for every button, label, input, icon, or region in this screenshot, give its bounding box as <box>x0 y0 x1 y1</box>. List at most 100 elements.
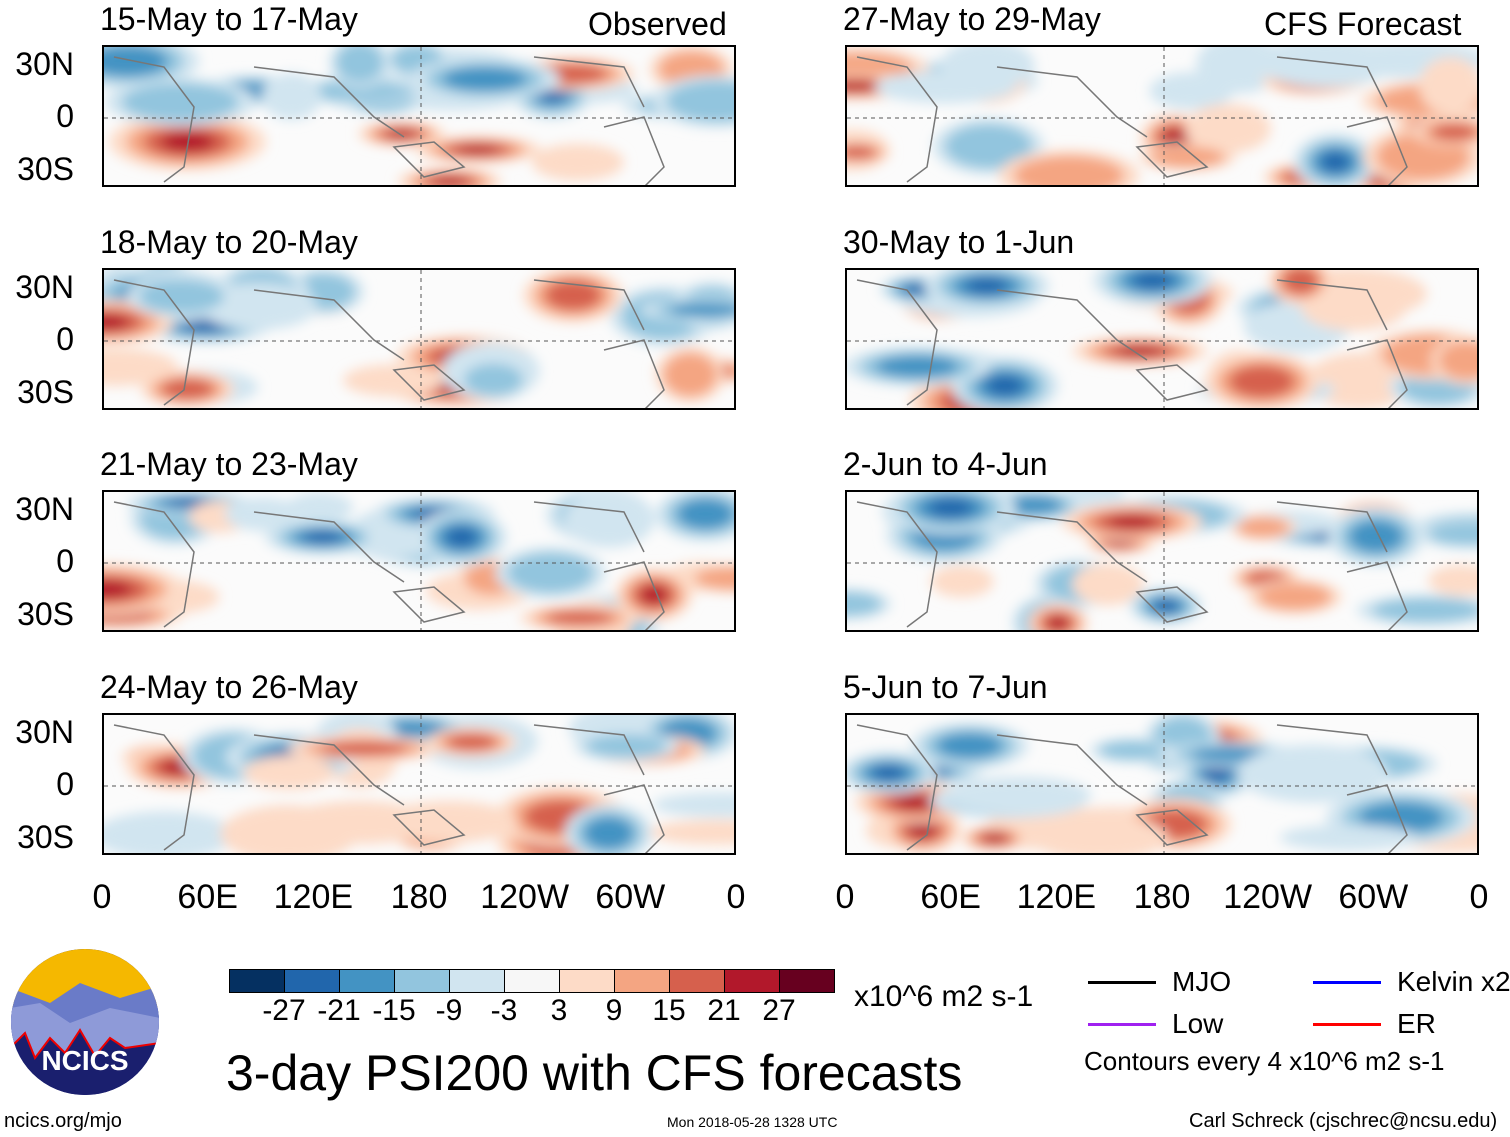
lon-label: 60E <box>920 878 981 916</box>
lat-label: 0 <box>56 766 74 802</box>
legend-label: Kelvin x2 <box>1397 966 1510 997</box>
lon-label: 0 <box>726 878 746 916</box>
lon-label: 60W <box>595 878 666 916</box>
colorbar-tick: -3 <box>490 994 518 1027</box>
footer-timestamp: Mon 2018-05-28 1328 UTC <box>667 1114 838 1130</box>
anomaly-contour <box>446 527 477 547</box>
legend-line-swatch <box>1313 1023 1381 1026</box>
anomaly-contour <box>1321 152 1350 172</box>
colorbar-swatch <box>725 970 780 992</box>
anomaly-contour <box>663 352 717 397</box>
anomaly-contour <box>1132 272 1174 289</box>
panel-title: 21-May to 23-May <box>100 446 358 482</box>
colorbar-tick: 27 <box>762 994 796 1027</box>
anomaly-contour <box>986 375 1024 396</box>
anomaly-contour <box>1116 346 1163 357</box>
legend-label: MJO <box>1172 966 1232 997</box>
anomaly-contour <box>944 776 1092 814</box>
anomaly-contour <box>668 302 734 317</box>
figure-title: 3-day PSI200 with CFS forecasts <box>226 1045 963 1101</box>
psi200-map-panel <box>845 45 1479 187</box>
coastline <box>113 501 665 630</box>
anomaly-contour <box>546 610 614 626</box>
legend-line-swatch <box>1313 981 1381 984</box>
anomaly-contour <box>930 565 994 598</box>
footer-url[interactable]: ncics.org/mjo <box>4 1110 122 1132</box>
anomaly-contour <box>666 80 734 122</box>
anomaly-contour <box>431 176 468 185</box>
lat-label: 30S <box>17 819 74 855</box>
colorbar-tick: -21 <box>317 994 361 1027</box>
anomaly-contour <box>121 83 240 121</box>
anomaly-contour <box>965 278 1008 294</box>
anomaly-contour <box>847 145 876 160</box>
anomaly-contour <box>336 47 384 83</box>
legend-line-swatch <box>1088 981 1156 984</box>
psi200-map-panel <box>845 268 1479 410</box>
psi200-map-panel <box>102 490 736 632</box>
anomaly-contour <box>1279 824 1419 851</box>
anomaly-contour <box>303 531 343 544</box>
anomaly-contour <box>286 492 354 523</box>
anomaly-contour <box>563 492 655 548</box>
lat-label: 0 <box>56 321 74 357</box>
anomaly-contour <box>463 363 523 396</box>
coastline <box>856 279 1408 408</box>
lon-label: 180 <box>390 878 448 916</box>
lon-label: 0 <box>92 878 112 916</box>
legend-label: ER <box>1397 1008 1436 1039</box>
anomaly-contour <box>104 811 236 853</box>
colorbar-swatch <box>780 970 834 992</box>
anomaly-contour <box>531 143 625 181</box>
anomaly-contour <box>1149 146 1226 168</box>
anomaly-contour <box>584 816 634 850</box>
anomaly-contour <box>1013 155 1124 185</box>
colorbar-tick: 15 <box>652 994 686 1027</box>
lat-label: 0 <box>56 543 74 579</box>
lat-label: 30S <box>17 596 74 632</box>
panel-title: 15-May to 17-May <box>100 1 358 37</box>
footer-author: Carl Schreck (cjschrec@ncsu.edu) <box>1189 1110 1498 1132</box>
anomaly-contour <box>507 552 594 593</box>
colorbar-tick: 9 <box>605 994 623 1027</box>
anomaly-contour <box>874 70 1017 104</box>
lat-label: 30N <box>15 46 74 82</box>
observed-label: Observed <box>588 6 727 42</box>
anomaly-contour <box>1428 523 1477 546</box>
colorbar-swatch <box>230 970 285 992</box>
anomaly-contour <box>1072 563 1144 606</box>
colorbar-swatch <box>340 970 395 992</box>
colorbar-tick: 21 <box>707 994 741 1027</box>
lat-label: 30N <box>15 491 74 527</box>
anomaly-contour <box>545 280 601 311</box>
coastline <box>856 56 1408 185</box>
anomaly-contour <box>1419 57 1477 115</box>
colorbar-tick: -15 <box>372 994 416 1027</box>
lon-label: 180 <box>1133 878 1191 916</box>
anomaly-contour <box>442 66 527 92</box>
colorbar-swatch <box>450 970 505 992</box>
psi200-map-panel <box>845 490 1479 632</box>
panel-title: 5-Jun to 7-Jun <box>843 669 1048 705</box>
psi200-map-panel <box>102 45 736 187</box>
logo-text: NCICS <box>41 1045 128 1076</box>
anomaly-contour <box>1237 517 1290 538</box>
lon-label: 120W <box>480 878 570 916</box>
anomaly-contour <box>224 497 302 532</box>
lon-label: 60W <box>1338 878 1409 916</box>
anomaly-contour <box>694 566 734 590</box>
lon-label: 120W <box>1223 878 1313 916</box>
contour-note: Contours every 4 x10^6 m2 s-1 <box>1084 1046 1445 1076</box>
anomaly-contour <box>1204 764 1231 782</box>
anomaly-contour <box>456 145 500 155</box>
forecast-label: CFS Forecast <box>1264 6 1462 42</box>
lon-label: 0 <box>1469 878 1489 916</box>
colorbar-tick: 3 <box>550 994 568 1027</box>
anomaly-contour <box>1438 341 1477 380</box>
anomaly-contour <box>1030 816 1169 853</box>
anomaly-contour <box>677 498 734 530</box>
lat-label: 30S <box>17 151 74 187</box>
colorbar-tick: -9 <box>435 994 463 1027</box>
legend-line-swatch <box>1088 1023 1156 1026</box>
anomaly-contour <box>983 833 1006 843</box>
